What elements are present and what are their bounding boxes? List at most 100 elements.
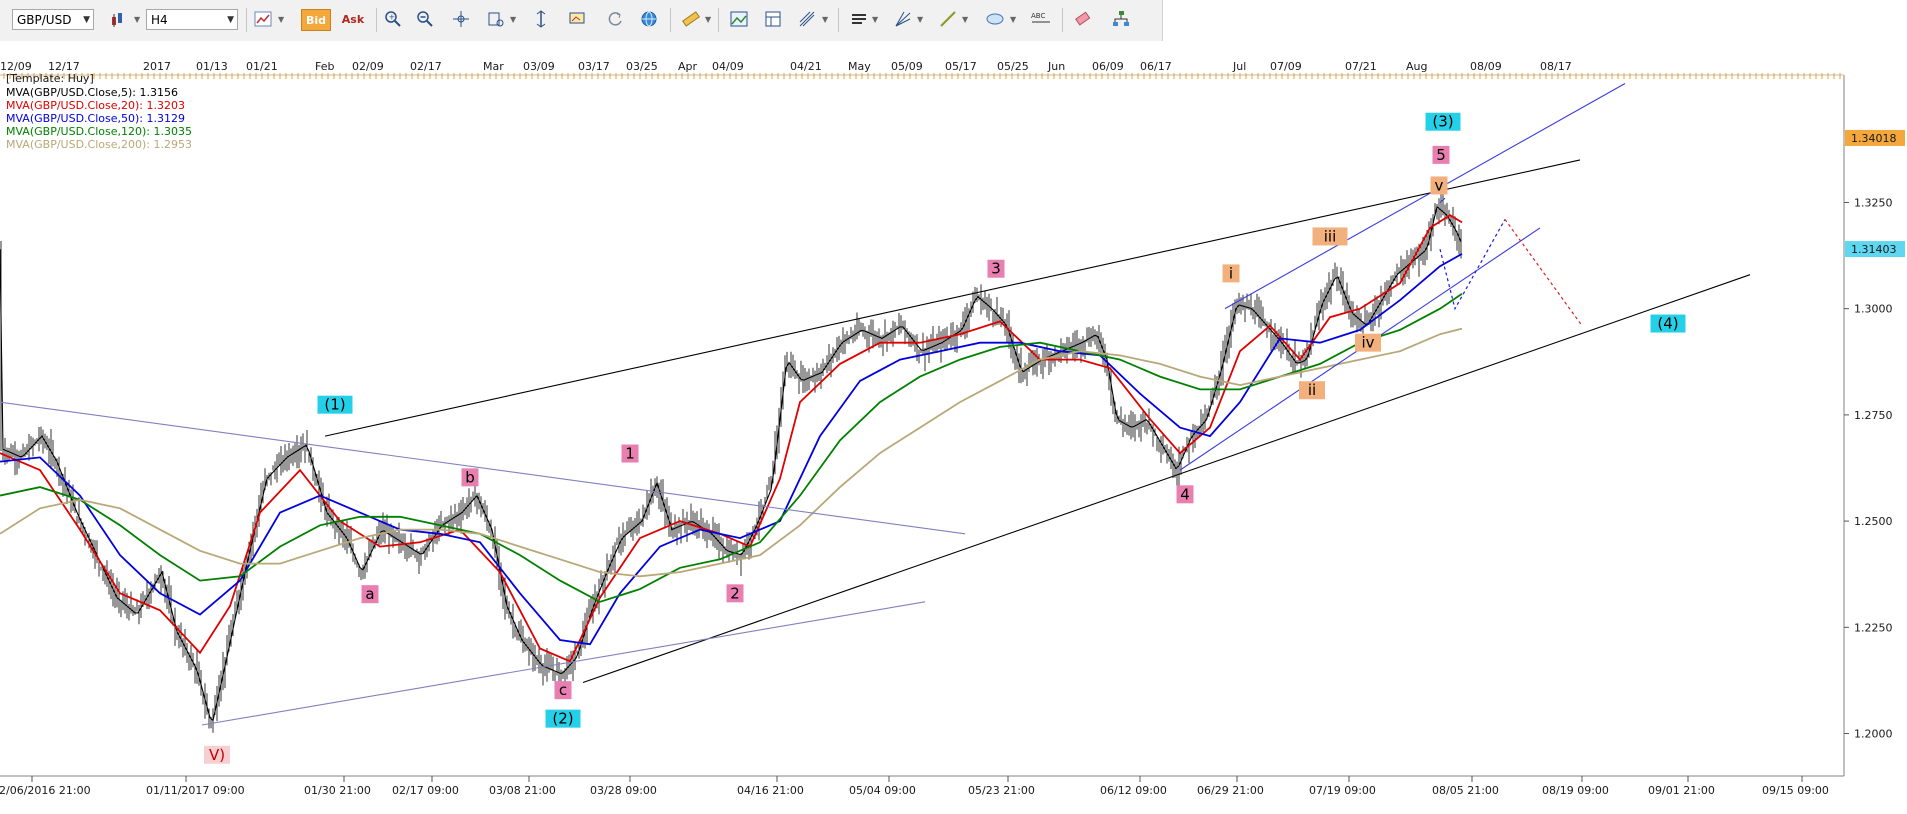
chevron-down-icon[interactable]: ▼ <box>705 15 712 24</box>
top-date-label: 02/17 <box>410 60 442 73</box>
wave-label: (1) <box>324 396 345 414</box>
chevron-down-icon[interactable]: ▼ <box>917 15 924 24</box>
top-date-label: Apr <box>678 60 698 73</box>
bottom-date-label: 03/08 21:00 <box>489 784 556 797</box>
bottom-date-label: 06/29 21:00 <box>1197 784 1264 797</box>
wave-label: c <box>559 681 567 699</box>
trendline[interactable] <box>0 401 966 535</box>
picture-icon[interactable] <box>728 9 750 31</box>
toolbar-separator <box>838 8 839 32</box>
wave-label-box <box>621 444 639 463</box>
lines-icon[interactable] <box>848 9 870 31</box>
wave-label: ii <box>1308 381 1316 399</box>
moving-averages <box>0 205 1463 722</box>
mva-line-4 <box>0 327 1463 578</box>
bottom-date-label: 05/04 09:00 <box>849 784 916 797</box>
price-chart[interactable]: 12/09 12/17 2017 01/13 01/21 Feb 02/09 02/17 Mar… <box>0 41 1907 814</box>
wave-label: 2 <box>730 584 740 602</box>
top-date-axis: 12/09 12/17 2017 01/13 01/21 Feb 02/09 02/17 Mar… <box>0 60 1844 79</box>
trendline[interactable] <box>201 601 926 726</box>
legend-mva-200: MVA(GBP/USD.Close,200): 1.2953 <box>6 138 192 151</box>
top-date-label: 01/21 <box>246 60 278 73</box>
trendline-icon[interactable] <box>937 9 959 31</box>
wave-label-box <box>361 585 379 604</box>
crosshair-icon[interactable] <box>450 9 472 31</box>
top-date-label: 03/09 <box>523 60 555 73</box>
wave-label-box <box>1176 485 1194 504</box>
price-axis: 1.2000 1.2250 1.2500 1.2750 1.3000 1.3250 1.34… <box>1844 129 1905 741</box>
bottom-date-label: 03/28 09:00 <box>590 784 657 797</box>
chevron-down-icon[interactable]: ▼ <box>1010 15 1017 24</box>
objects-icon[interactable] <box>567 9 589 31</box>
top-date-label: 06/09 <box>1092 60 1124 73</box>
zoom-in-icon[interactable]: + <box>382 9 404 31</box>
toolbar: GBP/USD ▼ ▼ H4 ▼ ▼ Bid Ask + ▼ ▼ <box>0 0 1163 42</box>
wave-label-box <box>726 584 744 603</box>
indicator-icon[interactable] <box>252 9 274 31</box>
ruler-icon[interactable] <box>680 9 702 31</box>
top-date-label: Aug <box>1406 60 1427 73</box>
y-tick-label: 1.2750 <box>1854 409 1893 422</box>
fit-icon[interactable] <box>530 9 552 31</box>
ask-button[interactable]: Ask <box>338 9 368 31</box>
top-date-label: Jul <box>1232 60 1246 73</box>
mva-line-1 <box>0 214 1463 663</box>
chevron-down-icon[interactable]: ▼ <box>872 15 879 24</box>
bottom-date-label: 05/23 21:00 <box>968 784 1035 797</box>
bid-button[interactable]: Bid <box>301 9 331 31</box>
wave-label: a <box>365 585 374 603</box>
price-badge-label: 1.34018 <box>1851 132 1897 145</box>
wave-label: (2) <box>552 710 573 728</box>
trendline[interactable] <box>1224 83 1626 310</box>
tree-icon[interactable] <box>1110 9 1132 31</box>
wave-label: 3 <box>991 260 1001 278</box>
top-date-label: 12/17 <box>48 60 80 73</box>
wave-label-box <box>1425 112 1461 131</box>
eraser-icon[interactable] <box>1072 9 1094 31</box>
text-abc-icon[interactable]: ABC <box>1030 9 1052 31</box>
trendline[interactable] <box>324 159 1581 437</box>
chart-type-icon[interactable] <box>108 9 130 31</box>
chevron-down-icon[interactable]: ▼ <box>962 15 969 24</box>
symbol-select[interactable]: GBP/USD ▼ <box>12 9 94 30</box>
top-date-label: 02/09 <box>352 60 384 73</box>
trendline[interactable] <box>1439 197 1446 203</box>
chevron-down-icon[interactable]: ▼ <box>134 15 141 24</box>
timeframe-value: H4 <box>151 13 168 27</box>
bottom-date-label: 06/12 09:00 <box>1100 784 1167 797</box>
wave-label-box <box>461 468 479 487</box>
fibonacci-icon[interactable] <box>796 9 818 31</box>
projection-blue <box>1439 219 1506 311</box>
legend-mva-120: MVA(GBP/USD.Close,120): 1.3035 <box>6 125 192 138</box>
wave-label: iii <box>1324 227 1337 245</box>
mva-5-line <box>0 205 1462 722</box>
chevron-down-icon[interactable]: ▼ <box>822 15 829 24</box>
projection-red <box>1504 219 1583 327</box>
ellipse-icon[interactable] <box>984 9 1006 31</box>
y-tick-label: 1.3250 <box>1854 196 1893 209</box>
pitchfork-icon[interactable] <box>892 9 914 31</box>
timeframe-select[interactable]: H4 ▼ <box>146 9 238 30</box>
trendline[interactable] <box>582 274 1751 684</box>
chevron-down-icon: ▼ <box>227 15 234 25</box>
trendlines[interactable] <box>0 83 1751 726</box>
indicator-legend: [Template: Huy] MVA(GBP/USD.Close,5): 1.… <box>6 72 192 151</box>
top-date-label: 03/25 <box>626 60 658 73</box>
zoom-out-icon[interactable] <box>414 9 436 31</box>
globe-icon[interactable] <box>638 9 660 31</box>
legend-mva-5: MVA(GBP/USD.Close,5): 1.3156 <box>6 86 178 99</box>
wave-label-box <box>987 259 1005 278</box>
wave-label: iv <box>1361 334 1374 352</box>
y-tick-label: 1.2250 <box>1854 621 1893 634</box>
bottom-date-label: 09/15 09:00 <box>1762 784 1829 797</box>
refresh-icon[interactable] <box>604 9 626 31</box>
top-date-label: 04/09 <box>712 60 744 73</box>
wave-label: (3) <box>1432 113 1453 131</box>
wave-label-box <box>1650 314 1686 333</box>
top-date-label: 08/17 <box>1540 60 1572 73</box>
template-icon[interactable] <box>762 9 784 31</box>
top-date-label: 03/17 <box>578 60 610 73</box>
chevron-down-icon[interactable]: ▼ <box>278 15 285 24</box>
period-icon[interactable] <box>485 9 507 31</box>
chevron-down-icon[interactable]: ▼ <box>510 15 517 24</box>
